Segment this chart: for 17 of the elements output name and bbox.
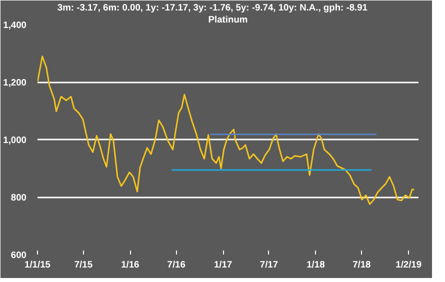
x-tick-label: 7/18: [352, 260, 371, 270]
chart-subtitle: Platinum: [208, 14, 248, 24]
x-tick-label: 7/16: [167, 260, 186, 270]
line-series: [38, 56, 415, 205]
y-tick-label: 600: [10, 250, 27, 260]
y-tick-label: 1,200: [3, 78, 26, 88]
x-tick-label: 1/18: [306, 260, 325, 270]
x-tick-label: 1/16: [121, 260, 140, 270]
chart-title: 3m: -3.17, 6m: 0.00, 1y: -17.17, 3y: -1.76, 5y: -9.74, 10y: N.A., gph: -8.91: [57, 2, 368, 12]
x-tick-label: 7/15: [74, 260, 93, 270]
x-tick-label: 7/17: [260, 260, 278, 270]
y-tick-label: 800: [10, 192, 27, 202]
x-tick-label: 1/17: [214, 260, 232, 270]
x-tick-label: 1/1/15: [24, 260, 50, 270]
x-tick-label: 1/2/19: [396, 260, 422, 270]
y-tick-label: 1,000: [3, 135, 26, 145]
y-tick-label: 1,400: [3, 20, 26, 30]
